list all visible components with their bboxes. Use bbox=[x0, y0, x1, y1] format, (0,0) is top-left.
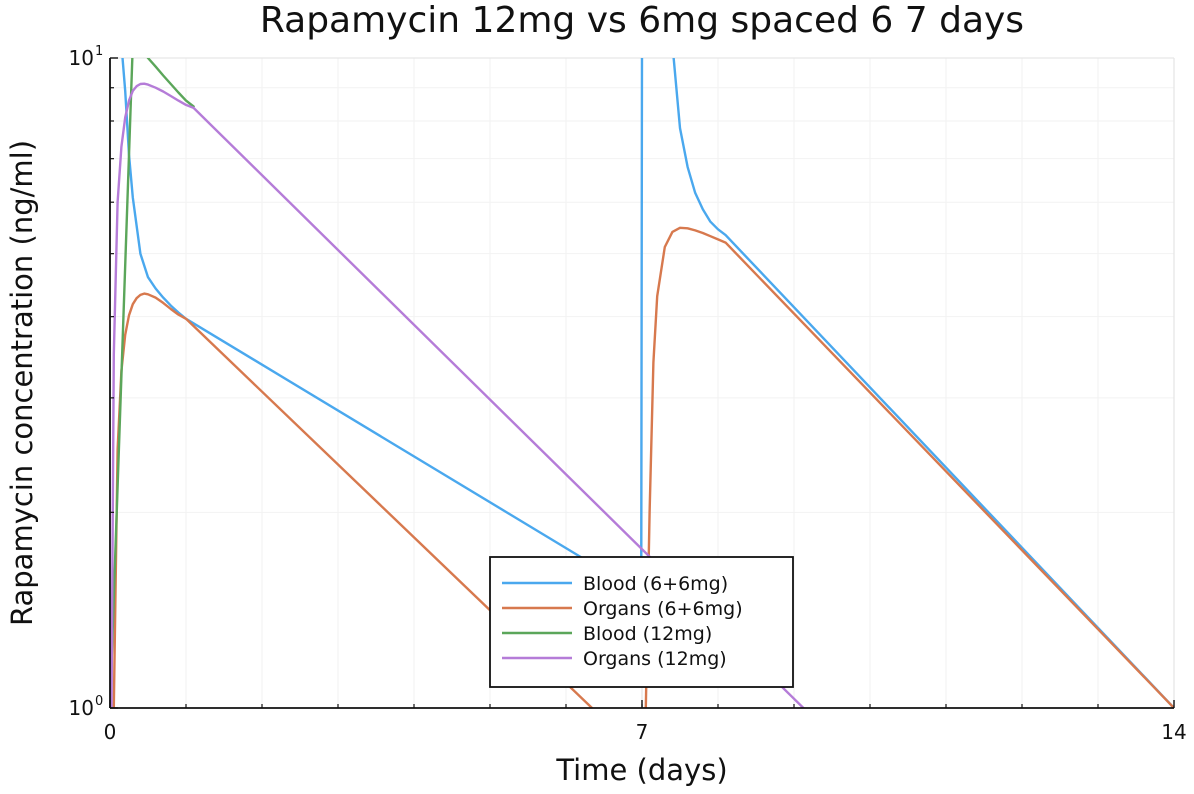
x-tick-label: 14 bbox=[1161, 720, 1186, 744]
y-tick-exponent: 1 bbox=[95, 44, 103, 59]
y-tick-exponent: 0 bbox=[95, 694, 103, 709]
y-axis-label: Rapamycin concentration (ng/ml) bbox=[5, 140, 39, 626]
x-tick-label: 0 bbox=[104, 720, 117, 744]
legend-label-blood-12mg: Blood (12mg) bbox=[583, 623, 712, 645]
legend: Blood (6+6mg) Organs (6+6mg) Blood (12mg) O… bbox=[489, 556, 794, 688]
chart-title: Rapamycin 12mg vs 6mg spaced 6 7 days bbox=[260, 0, 1024, 41]
series-line-organs-12mg bbox=[110, 82, 806, 708]
legend-box bbox=[489, 556, 794, 688]
series-line-organs-6-6mg bbox=[112, 226, 1174, 708]
legend-label-organs-12mg: Organs (12mg) bbox=[583, 648, 727, 670]
x-axis-label: Time (days) bbox=[555, 753, 727, 787]
x-tick-label: 7 bbox=[636, 720, 649, 744]
y-tick-label: 10 bbox=[69, 696, 94, 720]
series-line-blood-12mg bbox=[110, 58, 195, 708]
legend-label-blood-6-6mg: Blood (6+6mg) bbox=[583, 573, 728, 595]
legend-label-organs-6-6mg: Organs (6+6mg) bbox=[583, 598, 743, 620]
y-tick-label: 10 bbox=[69, 46, 94, 70]
